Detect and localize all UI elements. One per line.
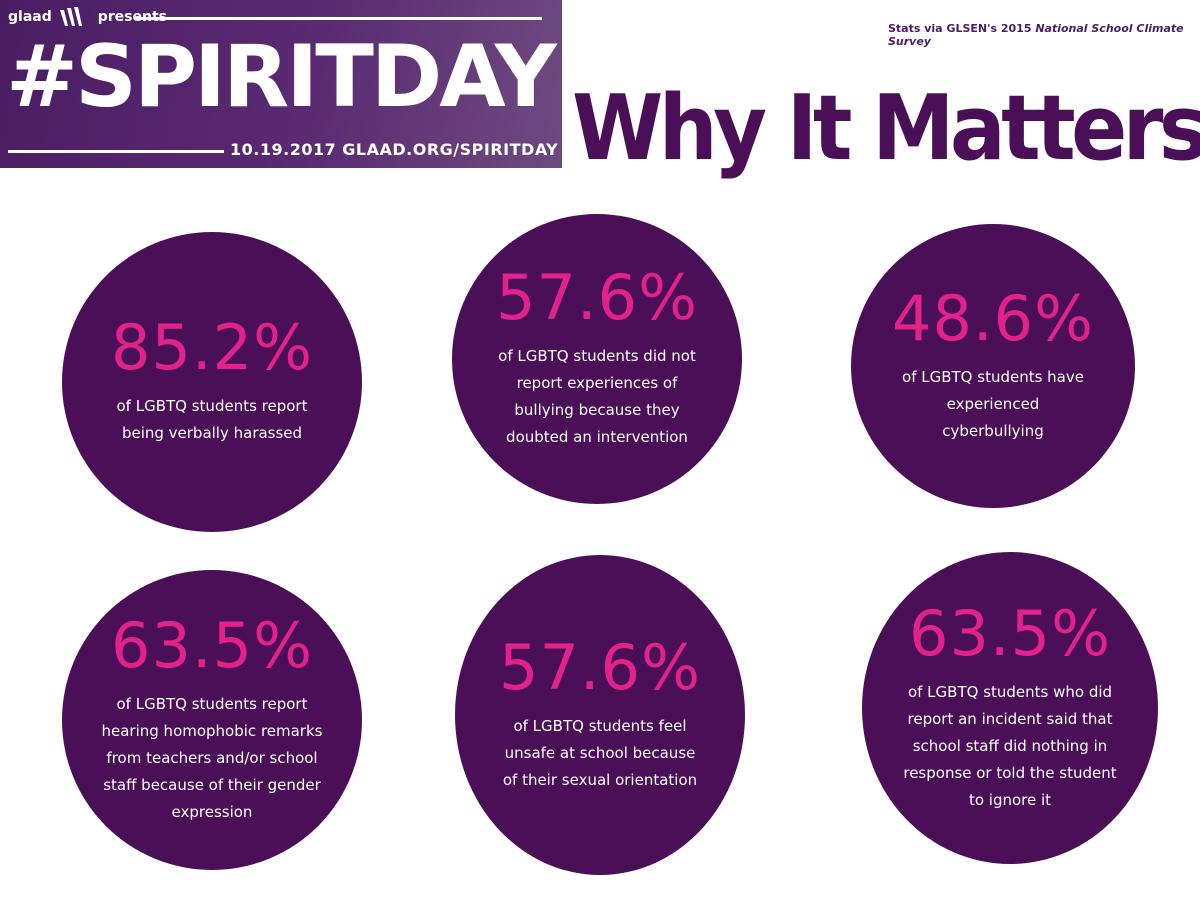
stat-circle-verbal-harassment: 85.2% of LGBTQ students report being ver… bbox=[62, 232, 362, 532]
stat-percentage: 85.2% bbox=[111, 311, 313, 384]
spiritday-hashtag: #SPIRITDAY bbox=[6, 27, 557, 127]
source-survey-title: National School Climate Survey bbox=[888, 22, 1184, 48]
stat-percentage: 63.5% bbox=[909, 596, 1111, 670]
stat-description: of LGBTQ students feel unsafe at school … bbox=[502, 716, 698, 789]
page-title: Why It Matters bbox=[572, 76, 1200, 181]
stat-percentage: 57.6% bbox=[496, 261, 698, 334]
stat-percentage: 48.6% bbox=[892, 281, 1094, 355]
stat-percentage: 63.5% bbox=[111, 608, 313, 682]
stat-description: of LGBTQ students have experienced cyber… bbox=[902, 367, 1084, 440]
stat-circle-feel-unsafe: 57.6% of LGBTQ students feel unsafe at s… bbox=[455, 555, 745, 875]
stat-circle-homophobic-remarks: 63.5% of LGBTQ students report hearing h… bbox=[62, 570, 362, 870]
presents-label: presents bbox=[97, 9, 167, 25]
stat-circle-cyberbullying: 48.6% of LGBTQ students have experienced… bbox=[851, 224, 1135, 508]
stat-description: of LGBTQ students report hearing homopho… bbox=[101, 694, 323, 821]
glaad-wordmark: glaad bbox=[8, 9, 52, 25]
stat-percentage: 57.6% bbox=[499, 630, 701, 704]
stat-description: of LGBTQ students report being verbally … bbox=[116, 397, 308, 442]
stat-description: of LGBTQ students did not report experie… bbox=[498, 347, 696, 446]
stat-circle-unreported-bullying: 57.6% of LGBTQ students did not report e… bbox=[452, 214, 742, 504]
glaad-logo-icon bbox=[59, 7, 82, 26]
event-date-url: 10.19.2017 GLAAD.ORG/SPIRITDAY bbox=[230, 140, 559, 159]
bottom-divider bbox=[8, 150, 224, 153]
glaad-brand: glaad presents bbox=[8, 6, 167, 28]
top-divider bbox=[136, 17, 542, 20]
source-prefix: Stats via GLSEN's 2015 bbox=[888, 22, 1036, 35]
stat-description: of LGBTQ students who did report an inci… bbox=[903, 682, 1117, 809]
stat-circle-staff-inaction: 63.5% of LGBTQ students who did report a… bbox=[862, 552, 1158, 864]
spirit-day-banner: glaad presents #SPIRITDAY 10.19.2017 GLA… bbox=[0, 0, 562, 168]
stats-source: Stats via GLSEN's 2015 National School C… bbox=[888, 22, 1200, 48]
